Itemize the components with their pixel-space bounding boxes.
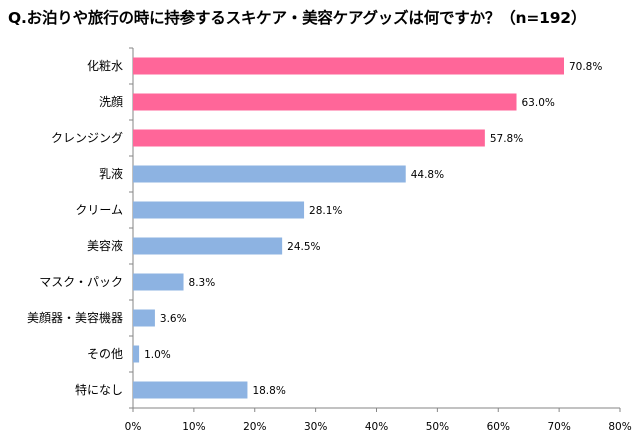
x-tick-label: 50% <box>426 421 449 433</box>
x-tick-label: 70% <box>547 421 570 433</box>
bar <box>133 201 305 219</box>
x-tick-label: 40% <box>365 421 388 433</box>
category-label: クレンジング <box>51 131 123 145</box>
bar <box>133 309 155 327</box>
bar <box>133 165 406 183</box>
bar <box>133 273 184 291</box>
category-label: 美顔器・美容機器 <box>27 310 123 325</box>
category-label: クリーム <box>75 203 123 217</box>
data-label: 28.1% <box>309 205 342 217</box>
data-label: 18.8% <box>252 385 285 397</box>
data-label: 1.0% <box>144 349 171 361</box>
category-label: 化粧水 <box>87 59 123 73</box>
category-label: 美容液 <box>87 238 123 253</box>
category-label: マスク・パック <box>39 275 123 289</box>
category-label: その他 <box>87 347 123 361</box>
data-label: 8.3% <box>189 277 216 289</box>
chart-title: Q.お泊りや旅行の時に持参するスキケア・美容ケアグッズは何ですか？（n=192） <box>8 9 587 27</box>
bar <box>133 345 140 363</box>
category-label: 洗顔 <box>99 94 123 109</box>
data-label: 70.8% <box>569 61 602 73</box>
x-tick-label: 20% <box>243 421 266 433</box>
bar <box>133 381 248 399</box>
data-label: 3.6% <box>160 313 187 325</box>
data-label: 63.0% <box>522 97 555 109</box>
x-tick-label: 0% <box>125 421 142 433</box>
x-tick-label: 60% <box>487 421 510 433</box>
data-label: 24.5% <box>287 241 320 253</box>
category-label: 乳液 <box>99 166 123 181</box>
bar <box>133 129 485 147</box>
data-label: 44.8% <box>411 169 444 181</box>
bar <box>133 93 517 111</box>
x-tick-label: 80% <box>608 421 631 433</box>
bar <box>133 237 283 255</box>
x-tick-label: 10% <box>182 421 205 433</box>
category-label: 特になし <box>75 382 123 397</box>
x-tick-label: 30% <box>304 421 327 433</box>
data-label: 57.8% <box>490 133 523 145</box>
bar <box>133 57 564 75</box>
